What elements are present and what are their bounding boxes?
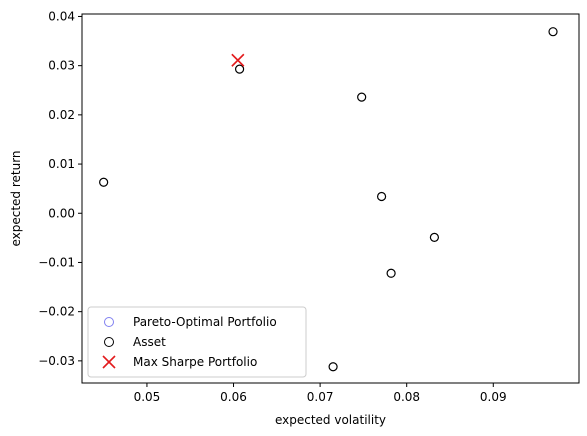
y-tick-label: 0.02 [48,108,75,122]
legend: Pareto-Optimal Portfolio Asset Max Sharp… [87,306,307,378]
asset-point [328,362,338,372]
data-points [99,27,558,372]
y-axis-ticks: 0.04 0.03 0.02 0.01 0.00 −0.01 −0.02 −0.03 [38,9,82,368]
plot-frame [81,13,580,384]
x-tick-label: 0.09 [480,390,507,404]
asset-point [548,27,558,37]
y-tick-label: 0.00 [48,206,75,220]
legend-marker-asset [104,337,114,347]
y-tick-label: −0.02 [38,305,75,319]
max-sharpe-portfolio-point [231,53,245,67]
asset-point [99,177,109,187]
x-tick-label: 0.06 [220,390,247,404]
y-tick-label: 0.04 [48,9,75,23]
y-tick-label: −0.01 [38,255,75,269]
asset-point [386,268,396,278]
asset-point [234,64,245,74]
asset-point [376,191,387,202]
asset-point [429,232,440,242]
x-tick-label: 0.05 [134,390,161,404]
y-tick-label: 0.01 [48,157,75,171]
legend-label-max-sharpe-portfolio: Max Sharpe Portfolio [133,355,257,369]
y-tick-label: −0.03 [38,354,75,368]
x-tick-label: 0.07 [307,390,334,404]
y-axis-label: expected return [9,150,23,246]
y-tick-label: 0.03 [48,59,75,73]
legend-marker-max-sharpe-portfolio [102,355,116,369]
x-axis-label: expected volatility [275,413,386,427]
legend-marker-pareto-optimal-portfolio [104,317,114,327]
x-axis-ticks: 0.05 0.06 0.07 0.08 0.09 [134,383,507,404]
x-tick-label: 0.08 [393,390,420,404]
legend-label-pareto-optimal-portfolio: Pareto-Optimal Portfolio [133,315,277,329]
legend-label-asset: Asset [133,335,166,349]
legend-box [87,306,307,378]
asset-point [357,92,367,102]
